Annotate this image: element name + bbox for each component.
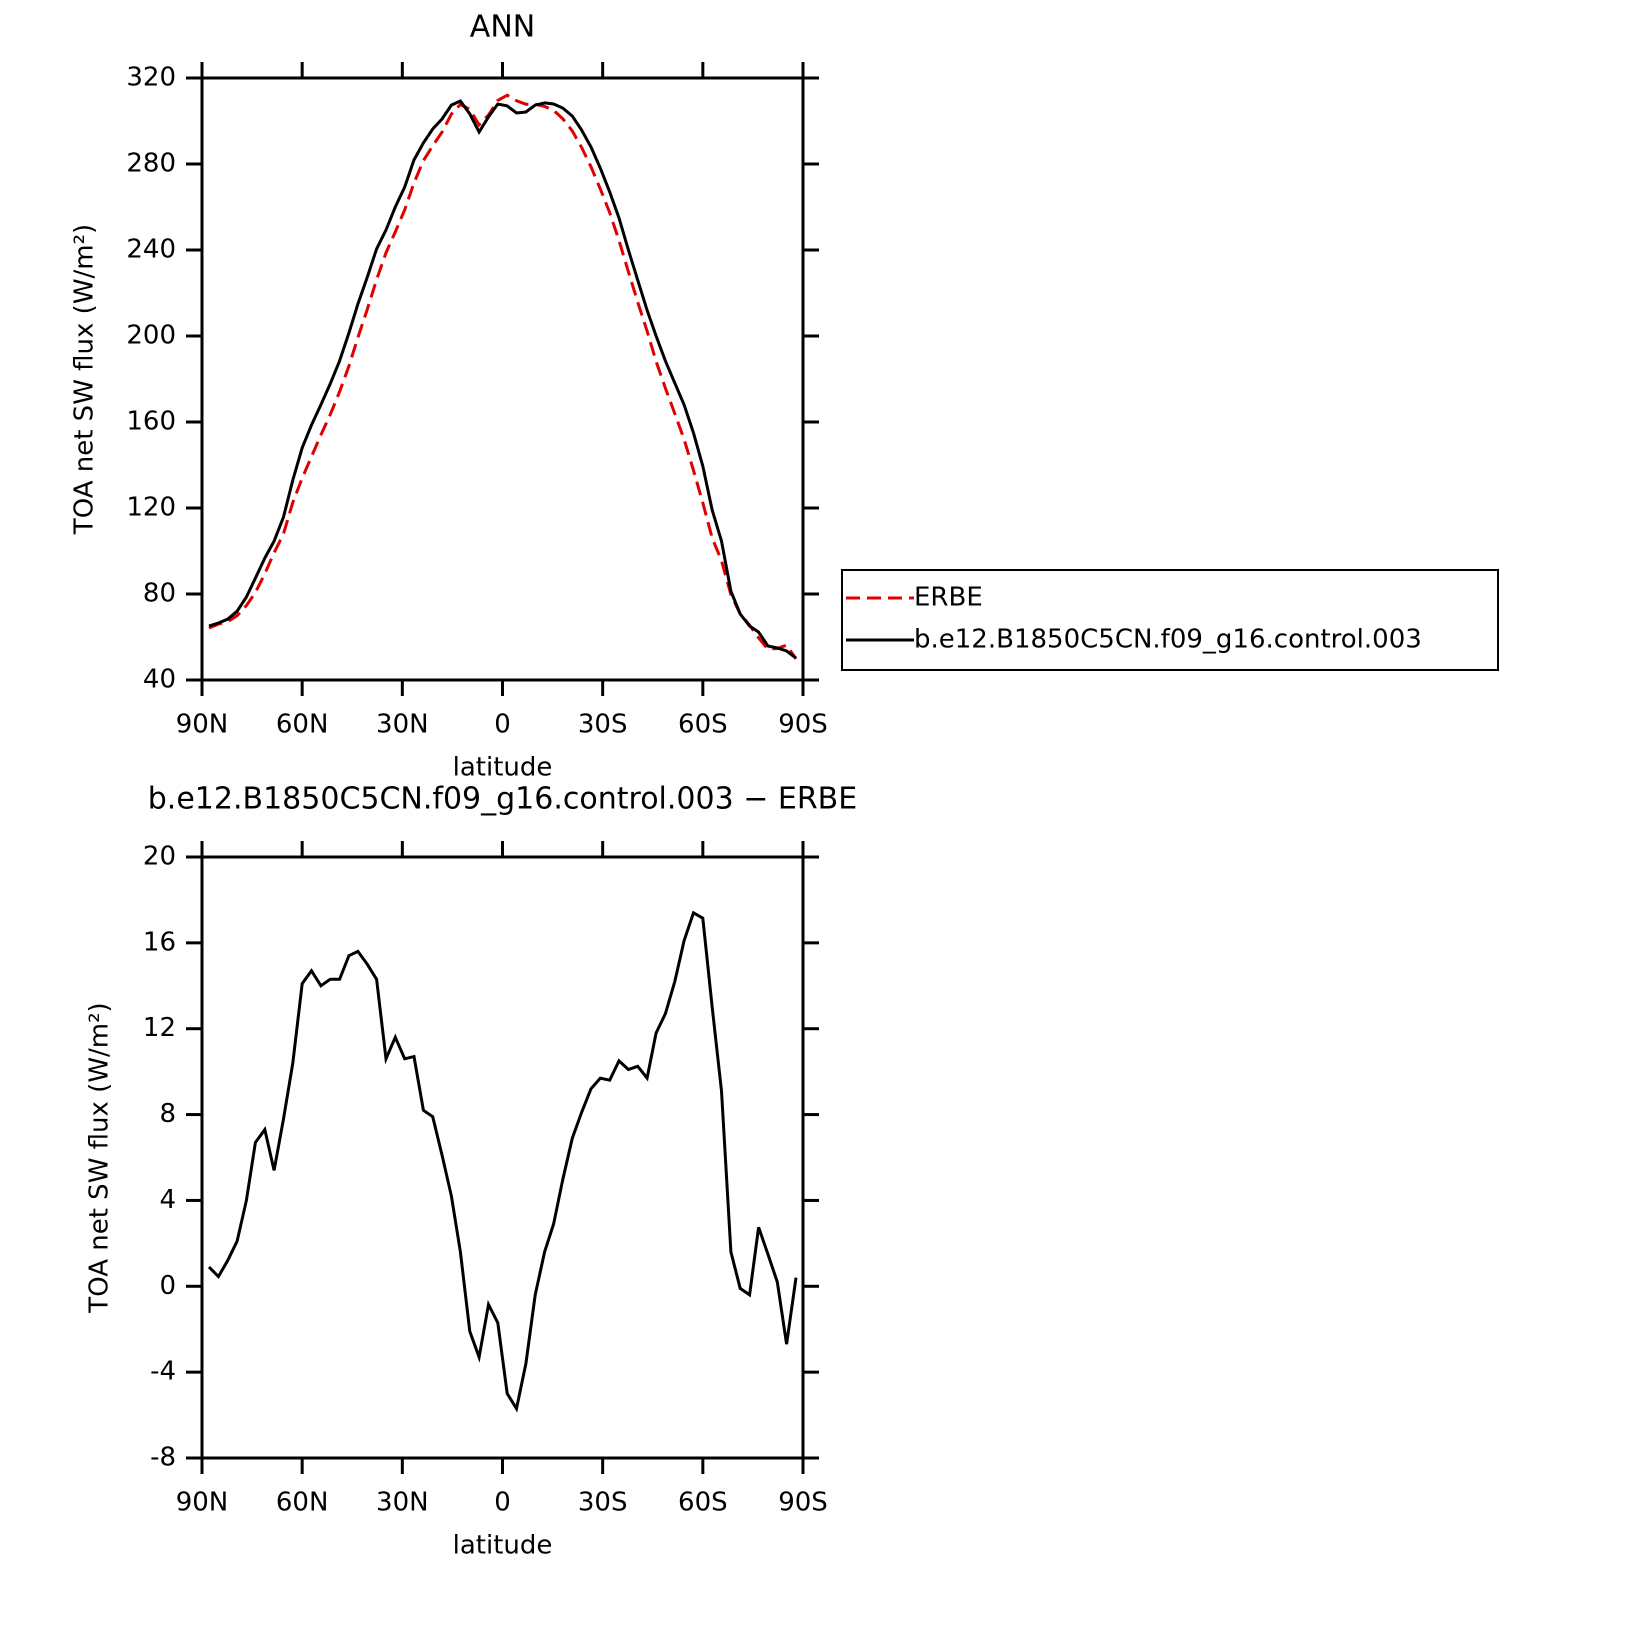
x-axis-label: latitude	[453, 753, 553, 783]
y-tick-label: 120	[126, 493, 176, 523]
x-tick-label: 0	[494, 1488, 511, 1518]
x-tick-label: 90S	[778, 710, 828, 740]
x-tick-label: 60N	[276, 1488, 329, 1518]
y-axis-label: TOA net SW flux (W/m²)	[70, 224, 100, 535]
plot-frame	[200, 76, 805, 682]
legend-label: b.e12.B1850C5CN.f09_g16.control.003	[914, 625, 1422, 655]
legend: ERBE b.e12.B1850C5CN.f09_g16.control.003	[841, 569, 1499, 671]
y-tick-label: 80	[143, 579, 176, 609]
data-line	[208, 99, 797, 660]
y-tick-label: -4	[150, 1357, 176, 1387]
y-tick-label: 4	[159, 1185, 176, 1215]
x-tick-label: 30N	[376, 710, 429, 740]
y-tick-label: 20	[143, 842, 176, 872]
chart-title: b.e12.B1850C5CN.f09_g16.control.003 − ER…	[148, 782, 857, 817]
y-tick-label: 12	[143, 1013, 176, 1043]
chart-title: ANN	[470, 10, 535, 45]
x-tick-label: 30S	[578, 1488, 628, 1518]
legend-box	[841, 569, 1499, 671]
y-tick-label: 16	[143, 927, 176, 957]
y-tick-label: 280	[126, 149, 176, 179]
x-axis-label: latitude	[453, 1531, 553, 1561]
x-tick-label: 90N	[176, 1488, 229, 1518]
data-line	[208, 93, 798, 660]
x-tick-label: 30N	[376, 1488, 429, 1518]
x-tick-label: 90N	[176, 710, 229, 740]
y-tick-label: 0	[159, 1271, 176, 1301]
y-tick-label: -8	[150, 1443, 176, 1473]
x-tick-label: 90S	[778, 1488, 828, 1518]
legend-label: ERBE	[914, 583, 983, 613]
y-axis-label: TOA net SW flux (W/m²)	[85, 1002, 115, 1313]
data-line	[207, 910, 798, 1413]
x-tick-label: 60S	[678, 1488, 728, 1518]
y-tick-label: 40	[143, 665, 176, 695]
x-tick-label: 60S	[678, 710, 728, 740]
y-tick-label: 200	[126, 321, 176, 351]
y-tick-label: 160	[126, 407, 176, 437]
x-tick-label: 60N	[276, 710, 329, 740]
x-tick-label: 30S	[578, 710, 628, 740]
y-tick-label: 240	[126, 235, 176, 265]
x-tick-label: 0	[494, 710, 511, 740]
y-tick-label: 320	[126, 63, 176, 93]
y-tick-label: 8	[159, 1099, 176, 1129]
